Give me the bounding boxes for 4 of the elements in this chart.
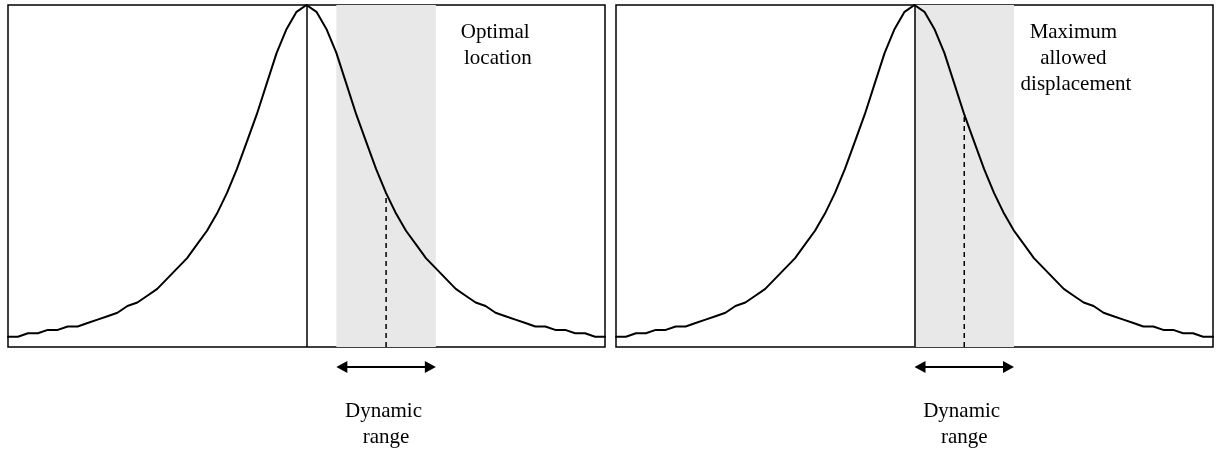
annotation: Maximum allowed displacement [1020, 19, 1132, 95]
annotation: Optimal location [460, 19, 535, 69]
text: Dynamic range [344, 398, 428, 448]
text: Dynamic range [923, 398, 1006, 448]
